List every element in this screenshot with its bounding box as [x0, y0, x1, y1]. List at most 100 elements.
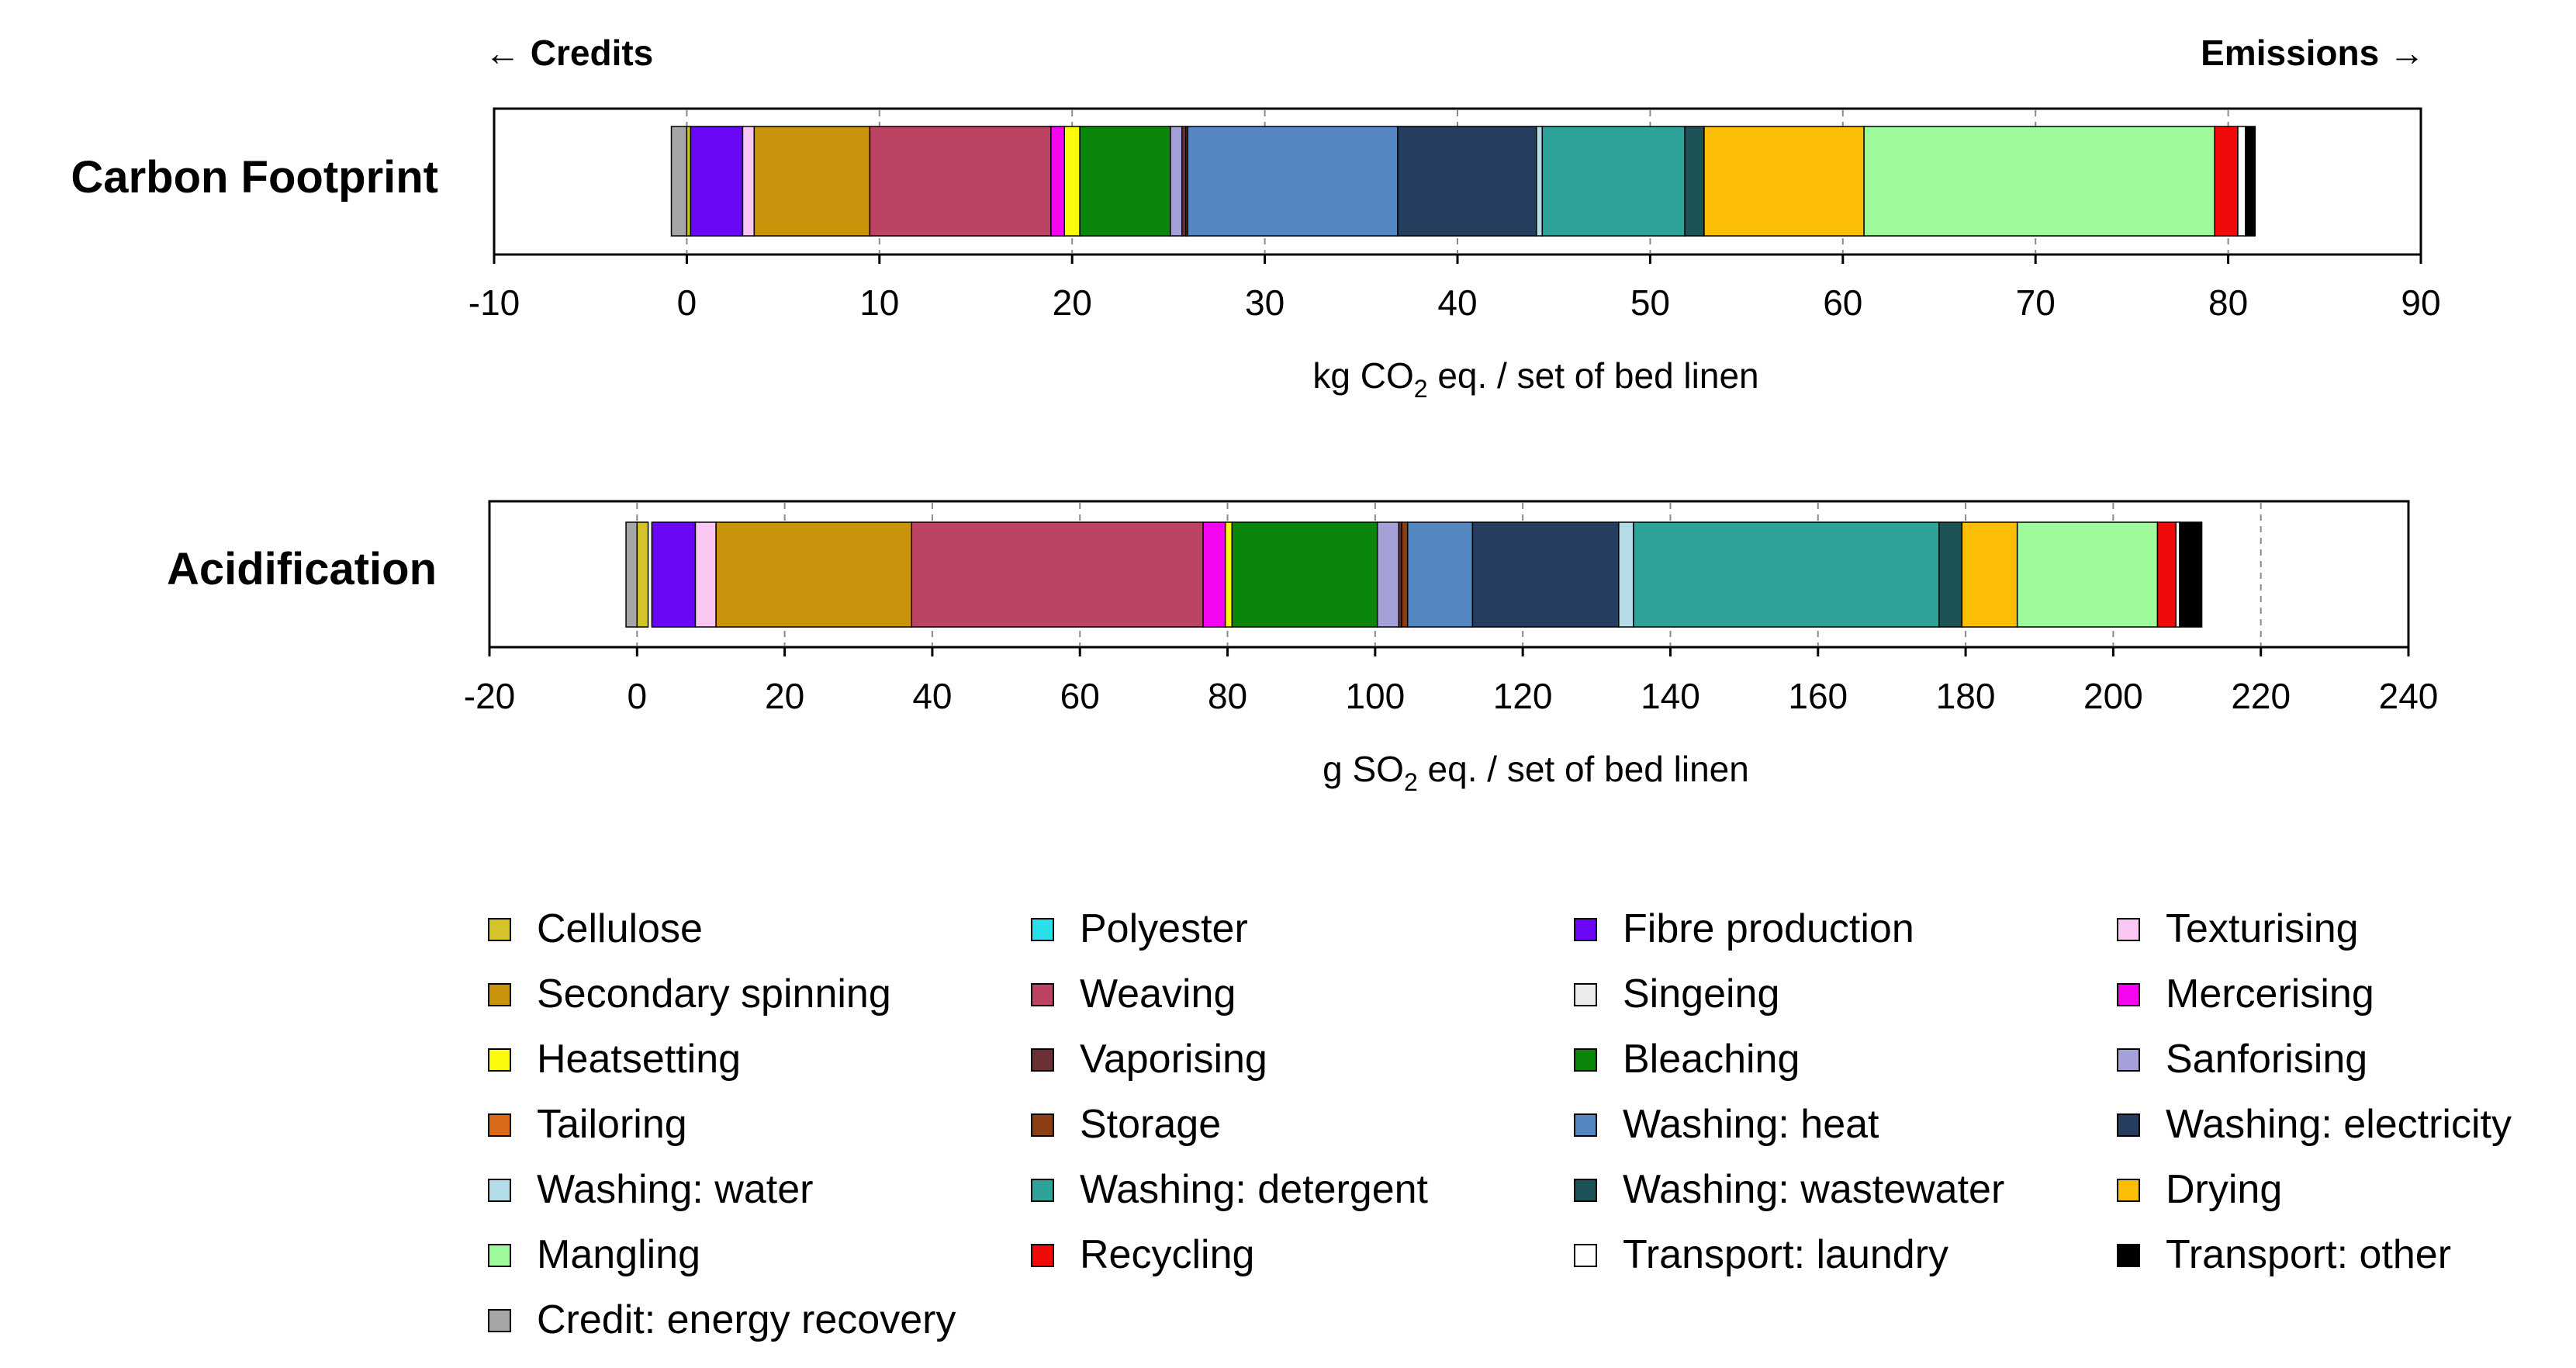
bar-segment-weaving: [869, 126, 1052, 237]
x-axis-label: g SO2 eq. / set of bed linen: [1323, 749, 1749, 796]
legend-label: Credit: energy recovery: [537, 1297, 956, 1342]
bar-segment-recycling: [2214, 126, 2239, 237]
tick-label: 140: [1641, 676, 1700, 716]
legend-swatch: [1031, 1179, 1054, 1202]
legend-item-transport-other: Transport: other: [2117, 1232, 2451, 1277]
bar-segment-transport-laundry: [2237, 126, 2246, 237]
legend-label: Cellulose: [537, 906, 703, 951]
legend-label: Vaporising: [1080, 1037, 1267, 1082]
chart-title: Carbon Footprint: [71, 152, 438, 203]
legend-item-mangling: Mangling: [488, 1232, 700, 1277]
legend-item-washing-wastewater: Washing: wastewater: [1574, 1167, 2004, 1212]
legend: Cellulose Polyester Fibre production Textur…: [488, 906, 2512, 1342]
tick-label: 0: [677, 282, 697, 323]
legend-label: Sanforising: [2166, 1037, 2367, 1082]
legend-label: Washing: heat: [1623, 1102, 1879, 1147]
bar-segment-bleaching: [1231, 521, 1378, 628]
legend-item-vaporising: Vaporising: [1031, 1037, 1267, 1082]
bar-segment-washing-heat: [1406, 521, 1474, 628]
bar-segment-recycling: [2156, 521, 2177, 628]
legend-swatch: [488, 1113, 511, 1137]
bar-segment-mercerising: [1202, 521, 1226, 628]
tick-label: 0: [628, 676, 648, 716]
bar-segment-fibre-production: [690, 126, 744, 237]
legend-item-transport-laundry: Transport: laundry: [1574, 1232, 1948, 1277]
legend-swatch: [2117, 1179, 2140, 1202]
legend-item-heatsetting: Heatsetting: [488, 1037, 741, 1082]
legend-label: Storage: [1080, 1102, 1221, 1147]
legend-label: Washing: electricity: [2166, 1102, 2512, 1147]
legend-label: Secondary spinning: [537, 971, 891, 1016]
bar-segment-texturising: [742, 126, 756, 237]
tick-label: 30: [1245, 282, 1285, 323]
tick-label: 80: [2208, 282, 2248, 323]
bar-segment-storage: [1401, 521, 1409, 628]
legend-item-sanforising: Sanforising: [2117, 1037, 2367, 1082]
bar-segment-drying: [1961, 521, 2018, 628]
tick-label: -20: [464, 676, 515, 716]
legend-swatch: [1574, 1244, 1597, 1267]
legend-label: Drying: [2166, 1167, 2282, 1212]
legend-item-washing-electricity: Washing: electricity: [2117, 1102, 2512, 1147]
legend-label: Weaving: [1080, 971, 1236, 1016]
bar-segment-washing-electricity: [1397, 126, 1537, 237]
bar-segment-heatsetting: [1063, 126, 1081, 237]
tick-label: 200: [2083, 676, 2143, 716]
legend-swatch: [1031, 1048, 1054, 1072]
bar-segment-bleaching: [1079, 126, 1171, 237]
panel-carbon-footprint: Carbon Footprint -10 0 10 20 30 40 50 60 70 80 90 kg…: [71, 107, 2441, 403]
bar-segment-mangling: [2016, 521, 2159, 628]
tick-label: 20: [1053, 282, 1092, 323]
legend-swatch: [1574, 1048, 1597, 1072]
bar-segment-transport-other: [2245, 126, 2256, 237]
legend-swatch: [1031, 1113, 1054, 1137]
legend-swatch: [2117, 1048, 2140, 1072]
tick-label: 100: [1345, 676, 1405, 716]
legend-swatch: [1574, 918, 1597, 941]
tick-label: 20: [765, 676, 804, 716]
bar-segment-washing-water: [1536, 126, 1544, 237]
legend-swatch: [1031, 1244, 1054, 1267]
legend-item-storage: Storage: [1031, 1102, 1221, 1147]
bar-segment-washing-water: [1618, 521, 1634, 628]
tick-label: 120: [1493, 676, 1553, 716]
tick-label: 50: [1630, 282, 1670, 323]
legend-swatch: [2117, 983, 2140, 1006]
legend-swatch: [1574, 1113, 1597, 1137]
tick-label: 40: [912, 676, 952, 716]
legend-label: Washing: detergent: [1080, 1167, 1429, 1212]
legend-item-bleaching: Bleaching: [1574, 1037, 1800, 1082]
tick-label: 90: [2401, 282, 2440, 323]
legend-label: Bleaching: [1623, 1037, 1800, 1082]
tick-label: 180: [1936, 676, 1996, 716]
legend-swatch: [1031, 983, 1054, 1006]
bar-segment-washing-heat: [1187, 126, 1399, 237]
bar-segment-washing-wastewater: [1938, 521, 1963, 628]
legend-item-texturising: Texturising: [2117, 906, 2359, 951]
bar-segment-texturising: [694, 521, 717, 628]
legend-swatch: [2117, 918, 2140, 941]
legend-label: Fibre production: [1623, 906, 1914, 951]
legend-item-secondary-spinning: Secondary spinning: [488, 971, 891, 1016]
tick-label: 10: [859, 282, 899, 323]
legend-label: Singeing: [1623, 971, 1779, 1016]
legend-label: Heatsetting: [537, 1037, 741, 1082]
legend-item-cellulose: Cellulose: [488, 906, 703, 951]
legend-swatch: [2117, 1244, 2140, 1267]
tick-label: 220: [2231, 676, 2291, 716]
bar-segment-heatsetting: [1224, 521, 1233, 628]
bar-segment-credit-energy-recovery: [625, 521, 638, 628]
emissions-direction-label: Emissions →: [2201, 33, 2425, 73]
legend-item-polyester: Polyester: [1031, 906, 1248, 951]
legend-label: Recycling: [1080, 1232, 1254, 1277]
x-axis-label: kg CO2 eq. / set of bed linen: [1312, 355, 1758, 403]
legend-swatch: [488, 983, 511, 1006]
legend-swatch: [488, 918, 511, 941]
bar-segment-washing-wastewater: [1684, 126, 1705, 237]
legend-item-recycling: Recycling: [1031, 1232, 1254, 1277]
legend-label: Mangling: [537, 1232, 700, 1277]
legend-item-washing-water: Washing: water: [488, 1167, 813, 1212]
bar-segment-drying: [1703, 126, 1865, 237]
legend-item-credit-energy-recovery: Credit: energy recovery: [488, 1297, 956, 1342]
